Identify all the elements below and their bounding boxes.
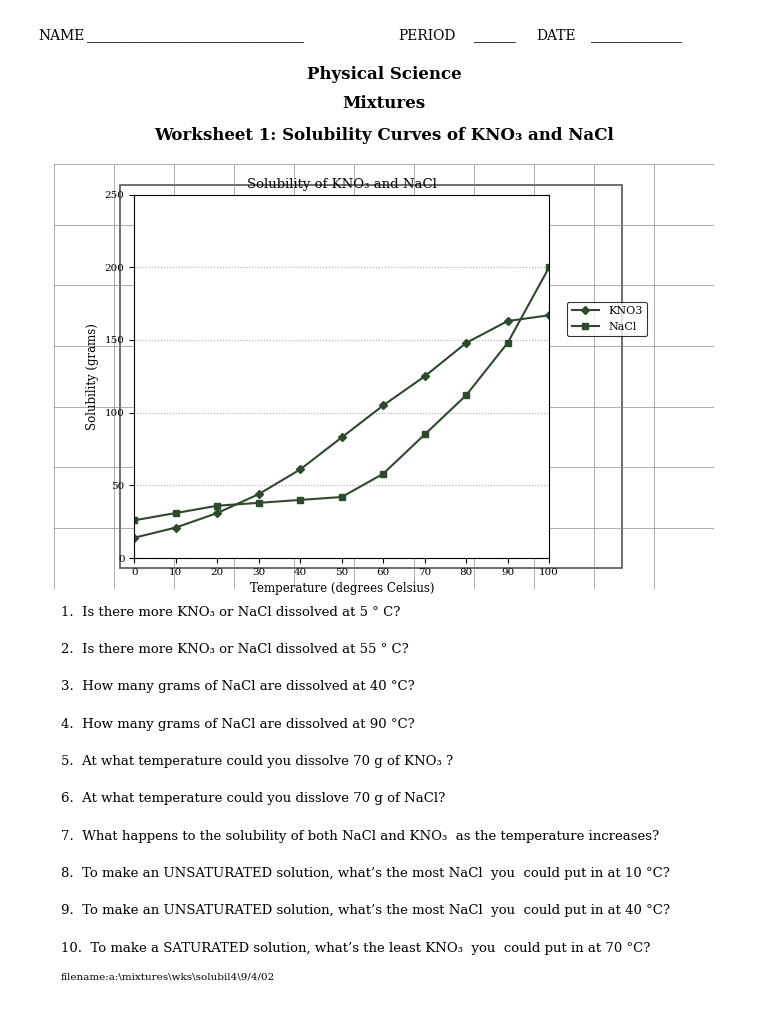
Text: Physical Science: Physical Science <box>306 66 462 83</box>
Legend: KNO3, NaCl: KNO3, NaCl <box>567 302 647 336</box>
NaCl <box>503 337 512 349</box>
KNO3 <box>337 431 346 443</box>
KNO3 <box>254 488 263 501</box>
Line: NaCl: NaCl <box>131 264 552 523</box>
NaCl <box>296 494 305 506</box>
Text: 9.  To make an UNSATURATED solution, what’s the most NaCl  you  could put in at : 9. To make an UNSATURATED solution, what… <box>61 904 670 918</box>
Text: Mixtures: Mixtures <box>343 94 425 112</box>
X-axis label: Temperature (degrees Celsius): Temperature (degrees Celsius) <box>250 583 434 595</box>
FancyBboxPatch shape <box>120 185 622 567</box>
KNO3 <box>379 399 388 412</box>
NaCl <box>337 490 346 503</box>
Line: KNO3: KNO3 <box>131 312 552 541</box>
Y-axis label: Solubility (grams): Solubility (grams) <box>86 323 99 430</box>
Text: 8.  To make an UNSATURATED solution, what’s the most NaCl  you  could put in at : 8. To make an UNSATURATED solution, what… <box>61 867 670 880</box>
KNO3 <box>420 370 429 382</box>
Title: Solubility of KNO₃ and NaCl: Solubility of KNO₃ and NaCl <box>247 177 437 190</box>
Text: _____________: _____________ <box>591 29 682 43</box>
NaCl <box>130 514 139 526</box>
KNO3 <box>296 463 305 475</box>
KNO3 <box>171 521 180 534</box>
KNO3 <box>545 309 554 322</box>
NaCl <box>379 468 388 480</box>
KNO3 <box>130 531 139 544</box>
Text: 6.  At what temperature could you disslove 70 g of NaCl?: 6. At what temperature could you disslov… <box>61 793 445 805</box>
NaCl <box>171 507 180 519</box>
NaCl <box>213 500 222 512</box>
Text: 7.  What happens to the solubility of both NaCl and KNO₃  as the temperature inc: 7. What happens to the solubility of bot… <box>61 829 659 843</box>
Text: 3.  How many grams of NaCl are dissolved at 40 °C?: 3. How many grams of NaCl are dissolved … <box>61 680 414 693</box>
KNO3 <box>213 507 222 519</box>
Text: NAME: NAME <box>38 29 84 43</box>
Text: 2.  Is there more KNO₃ or NaCl dissolved at 55 ° C?: 2. Is there more KNO₃ or NaCl dissolved … <box>61 643 409 656</box>
Text: _______________________________: _______________________________ <box>87 29 304 43</box>
NaCl <box>545 261 554 273</box>
Text: 10.  To make a SATURATED solution, what’s the least KNO₃  you  could put in at 7: 10. To make a SATURATED solution, what’s… <box>61 942 650 954</box>
Text: PERIOD: PERIOD <box>398 29 455 43</box>
Text: 1.  Is there more KNO₃ or NaCl dissolved at 5 ° C?: 1. Is there more KNO₃ or NaCl dissolved … <box>61 605 400 618</box>
Text: 4.  How many grams of NaCl are dissolved at 90 °C?: 4. How many grams of NaCl are dissolved … <box>61 718 414 731</box>
Text: ______: ______ <box>474 29 516 43</box>
Text: filename:a:\mixtures\wks\solubil4\9/4/02: filename:a:\mixtures\wks\solubil4\9/4/02 <box>61 972 275 981</box>
Text: DATE: DATE <box>536 29 576 43</box>
KNO3 <box>462 337 471 349</box>
NaCl <box>462 389 471 401</box>
KNO3 <box>503 315 512 328</box>
NaCl <box>254 497 263 509</box>
NaCl <box>420 428 429 440</box>
Text: Worksheet 1: Solubility Curves of KNO₃ and NaCl: Worksheet 1: Solubility Curves of KNO₃ a… <box>154 127 614 144</box>
Text: 5.  At what temperature could you dissolve 70 g of KNO₃ ?: 5. At what temperature could you dissolv… <box>61 755 452 768</box>
